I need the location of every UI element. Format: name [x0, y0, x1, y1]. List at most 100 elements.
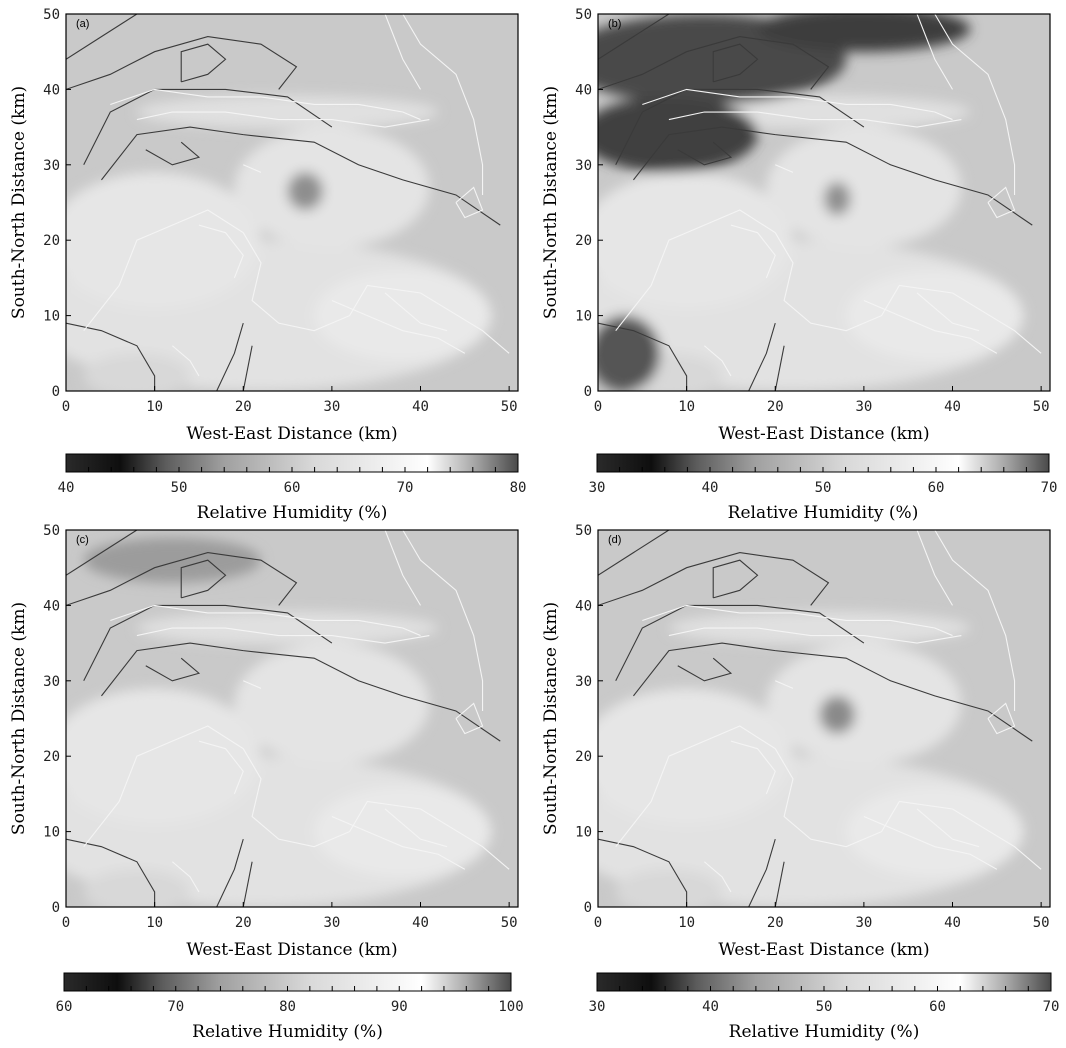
y-tick-label: 0 [52, 900, 60, 916]
field-shade [598, 315, 661, 391]
contour-line [171, 861, 200, 893]
humidity-field [66, 14, 510, 391]
colorbar-tick-label: 60 [284, 480, 301, 496]
field-shade [83, 869, 191, 907]
contour-line [243, 680, 262, 689]
x-tick-label: 0 [594, 915, 602, 931]
x-axis-label: West-East Distance (km) [186, 424, 397, 444]
contour-line [66, 322, 156, 391]
field-shade [766, 127, 962, 248]
contour-line [775, 680, 794, 689]
contour-line [748, 322, 776, 391]
colorbar-tick-label: 50 [815, 480, 832, 496]
chart-svg: (b) 0 10 20 30 40 50 0 10 20 30 40 50 West-East Dista… [541, 7, 1057, 523]
y-tick-label: 20 [43, 749, 60, 765]
field-shade [83, 353, 191, 391]
colorbar-tick-label: 100 [498, 999, 523, 1015]
contour-line [198, 224, 244, 279]
contour-line [615, 725, 1042, 870]
contour-line [748, 838, 776, 907]
colorbar-tick-label: 80 [279, 999, 296, 1015]
colorbar-tick-label: 40 [702, 480, 719, 496]
colorbar-tick-label: 70 [167, 999, 184, 1015]
contour-line [66, 14, 138, 60]
contour-line [242, 861, 253, 907]
colorbar-tick-label: 40 [58, 480, 75, 496]
field-shade [234, 127, 430, 248]
field-shade [314, 786, 492, 877]
colorbar-tick-label: 60 [56, 999, 73, 1015]
colorbar-label: Relative Humidity (%) [192, 1022, 383, 1042]
colorbar-tick-label: 60 [928, 480, 945, 496]
contour-line [243, 164, 262, 173]
contour-line [110, 604, 421, 637]
contour-line [136, 111, 430, 128]
y-tick-label: 50 [575, 7, 592, 23]
contour-line [331, 300, 466, 354]
y-tick-label: 20 [43, 233, 60, 249]
contour-line [712, 43, 759, 83]
colorbar-tick-label: 60 [929, 999, 946, 1015]
y-tick-label: 10 [575, 309, 592, 325]
colorbar-tick-label: 30 [589, 480, 606, 496]
y-tick-label: 50 [43, 523, 60, 539]
x-axis-label: West-East Distance (km) [186, 940, 397, 960]
field-shade [846, 270, 1024, 361]
contour-line [615, 209, 1042, 354]
field-shade [598, 172, 793, 309]
field-shade [314, 270, 492, 361]
contour-line [712, 559, 759, 599]
field-shade [136, 611, 439, 645]
contour-line [455, 186, 484, 219]
contour-line [633, 126, 1033, 226]
contour-line [863, 300, 998, 354]
y-tick-label: 30 [43, 674, 60, 690]
contour-line [775, 164, 794, 173]
colorbar-tick-label: 40 [702, 999, 719, 1015]
contour-line [66, 36, 298, 90]
plot-frame [597, 529, 1051, 908]
contour-line [598, 322, 688, 391]
y-tick-label: 50 [575, 523, 592, 539]
y-tick-label: 30 [43, 158, 60, 174]
contour-line [668, 627, 962, 644]
field-shade [668, 611, 971, 645]
colorbar-tick-label: 50 [171, 480, 188, 496]
colorbar-tick-label: 90 [391, 999, 408, 1015]
contour-line [66, 552, 298, 606]
panel-label: (c) [76, 534, 89, 546]
colorbar-tick-label: 70 [1043, 999, 1060, 1015]
field-shade [819, 695, 856, 734]
x-tick-label: 30 [323, 915, 340, 931]
panel-d: (d) 0 10 20 30 40 50 0 10 20 30 40 50 West-East Dista… [533, 523, 1066, 1048]
contour-line [987, 702, 1016, 735]
x-tick-label: 10 [146, 399, 163, 415]
contour-line [384, 808, 448, 848]
field-shade [83, 537, 261, 583]
contour-line [216, 322, 244, 391]
y-tick-label: 30 [575, 158, 592, 174]
contour-line [83, 209, 510, 354]
field-shade [234, 643, 430, 764]
contour-line [198, 740, 244, 795]
colorbar-tick-label: 80 [510, 480, 527, 496]
contour-line [934, 14, 1016, 195]
contour-line [171, 345, 200, 377]
panel-a: (a) 0 10 20 30 40 50 0 10 20 30 40 50 West-East Dista… [0, 0, 533, 524]
x-tick-label: 30 [855, 915, 872, 931]
contour-line [598, 530, 670, 576]
x-axis-label: West-East Distance (km) [718, 424, 929, 444]
contour-line [101, 126, 501, 226]
contour-line [774, 861, 785, 907]
x-tick-label: 40 [412, 915, 429, 931]
contour-line [145, 141, 201, 166]
contour-line [598, 36, 830, 90]
chart-svg: (a) 0 10 20 30 40 50 0 10 20 30 40 50 West-East Dista… [9, 7, 527, 523]
colorbar-tick-label: 50 [816, 999, 833, 1015]
plot-frame [65, 529, 519, 908]
contour-line [180, 559, 227, 599]
contour-line [730, 740, 776, 795]
contour-line [83, 725, 510, 870]
contour-line [703, 345, 732, 377]
x-tick-label: 0 [62, 915, 70, 931]
